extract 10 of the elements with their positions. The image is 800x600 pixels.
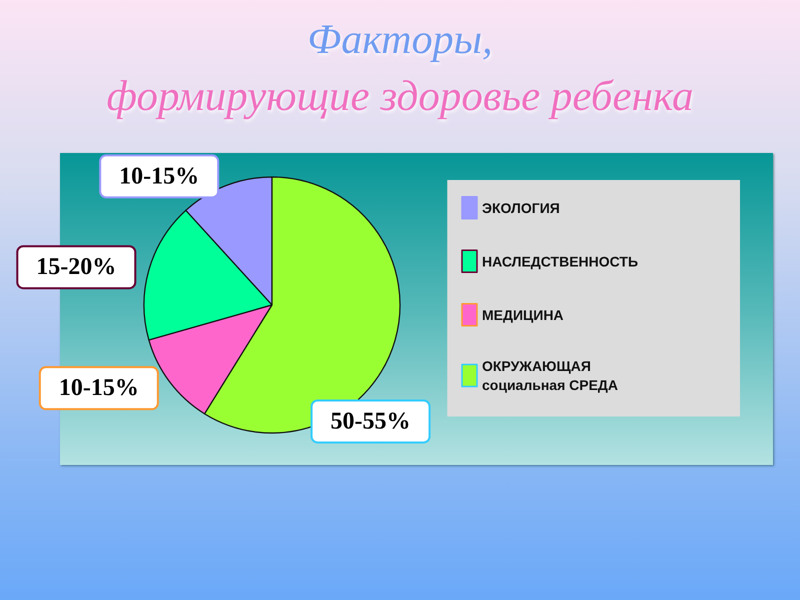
chart-subtitle: формирующие здоровье ребенка (106, 73, 694, 120)
legend-label: ЭКОЛОГИЯ (482, 200, 560, 216)
data-label: 15-20% (36, 254, 116, 280)
legend-label: МЕДИЦИНА (482, 306, 564, 323)
legend-label: ОКРУЖАЮЩАЯ социальная СРЕДА (482, 358, 618, 393)
legend-label: НАСЛЕДСТВЕННОСТЬ (482, 253, 638, 270)
data-label: 50-55% (330, 408, 411, 434)
chart-title: Факторы, (307, 17, 493, 63)
data-label: 10-15% (58, 375, 139, 402)
data-label: 10-15% (119, 163, 200, 190)
